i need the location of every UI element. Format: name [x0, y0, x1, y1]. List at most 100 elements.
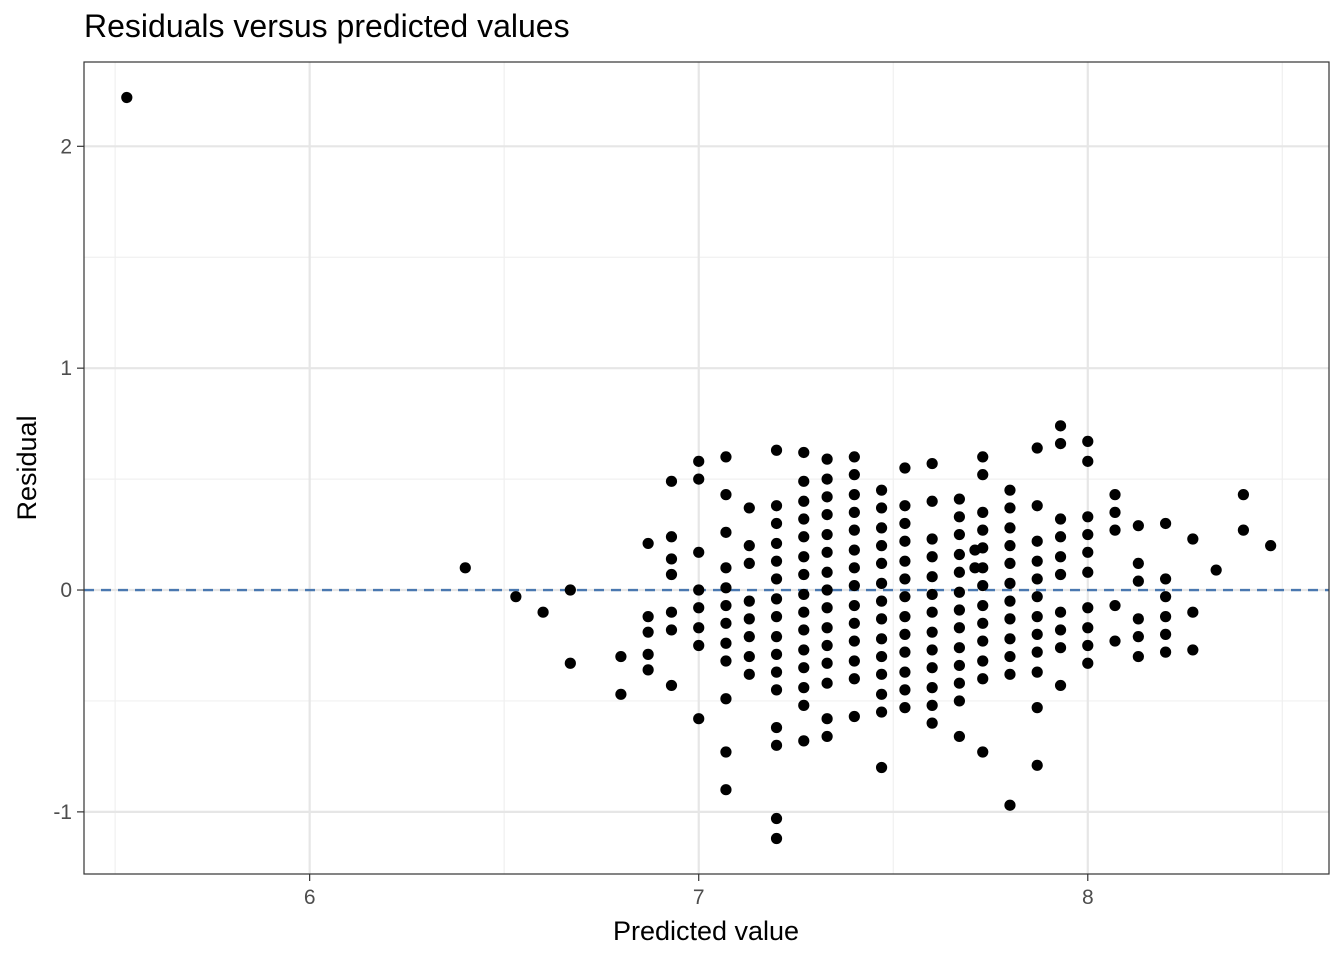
data-point — [1082, 435, 1094, 447]
data-point — [899, 684, 911, 696]
data-point — [1132, 650, 1144, 663]
data-point — [770, 517, 783, 530]
data-point — [665, 531, 678, 543]
data-point — [899, 500, 911, 512]
data-point — [1109, 506, 1121, 518]
data-point — [743, 557, 755, 569]
data-point — [953, 730, 965, 743]
data-point — [1054, 437, 1067, 450]
data-point — [693, 639, 705, 652]
data-point — [770, 721, 783, 734]
data-point — [770, 666, 783, 678]
data-point — [770, 684, 783, 696]
data-point — [693, 455, 705, 467]
data-point — [798, 475, 810, 487]
data-point — [953, 604, 965, 616]
data-point — [1004, 540, 1016, 552]
chart-title: Residuals versus predicted values — [84, 8, 570, 44]
data-point — [770, 555, 783, 567]
data-point — [1054, 568, 1067, 581]
data-point — [1082, 528, 1094, 541]
data-point — [1054, 420, 1067, 432]
data-point — [899, 646, 911, 658]
data-point — [1054, 642, 1067, 654]
data-point — [665, 606, 678, 618]
data-point — [770, 739, 783, 751]
data-point — [1031, 555, 1043, 567]
data-point — [1159, 517, 1172, 530]
data-point — [1054, 624, 1067, 636]
data-point — [510, 591, 522, 603]
data-point — [848, 579, 860, 592]
data-point — [720, 489, 732, 501]
data-point — [1004, 650, 1016, 663]
data-point — [875, 502, 888, 514]
data-point — [798, 682, 810, 694]
data-point — [770, 611, 783, 623]
data-point — [693, 713, 705, 725]
data-point — [926, 644, 938, 656]
data-point — [875, 650, 888, 663]
data-point — [926, 588, 938, 601]
data-point — [899, 611, 911, 623]
data-point — [953, 493, 965, 505]
data-point — [1132, 631, 1144, 643]
data-point — [1159, 591, 1172, 603]
data-point — [693, 473, 705, 485]
data-point — [665, 568, 678, 581]
data-point — [926, 699, 938, 711]
data-point — [1031, 759, 1043, 771]
data-point — [977, 599, 989, 612]
data-point — [1082, 622, 1094, 634]
data-point — [1109, 489, 1121, 501]
data-point — [798, 551, 810, 563]
data-point — [1082, 455, 1094, 467]
data-point — [899, 573, 911, 585]
data-point — [953, 677, 965, 689]
data-point — [953, 586, 965, 598]
data-point — [926, 495, 938, 507]
data-point — [798, 531, 810, 543]
data-point — [665, 553, 678, 565]
data-point — [977, 542, 989, 554]
data-point — [821, 602, 833, 614]
data-point — [770, 500, 783, 512]
data-point — [720, 746, 732, 758]
data-point — [693, 602, 705, 614]
data-point — [770, 631, 783, 643]
data-point — [848, 617, 860, 629]
data-point — [875, 557, 888, 569]
data-point — [1004, 557, 1016, 569]
data-point — [977, 562, 989, 574]
data-points — [121, 91, 1277, 845]
data-point — [875, 706, 888, 718]
data-point — [1054, 679, 1067, 692]
data-point — [720, 599, 732, 612]
data-point — [1004, 613, 1016, 625]
data-point — [743, 502, 755, 514]
data-point — [537, 606, 549, 618]
y-tick-label: 1 — [60, 357, 72, 380]
y-tick-label: 0 — [60, 579, 72, 602]
data-point — [875, 761, 888, 774]
data-point — [720, 451, 732, 463]
data-point — [899, 517, 911, 530]
data-point — [1031, 702, 1043, 714]
data-point — [642, 611, 654, 623]
data-point — [821, 622, 833, 634]
data-point — [926, 533, 938, 545]
data-point — [848, 489, 860, 501]
data-point — [1237, 489, 1250, 501]
data-point — [1109, 599, 1121, 612]
data-point — [770, 573, 783, 585]
data-point — [1109, 524, 1121, 536]
data-point — [720, 617, 732, 629]
data-point — [743, 668, 755, 680]
data-point — [798, 588, 810, 601]
data-point — [821, 713, 833, 725]
data-point — [848, 451, 860, 463]
data-point — [1132, 575, 1144, 587]
data-point — [665, 624, 678, 636]
data-point — [977, 579, 989, 592]
